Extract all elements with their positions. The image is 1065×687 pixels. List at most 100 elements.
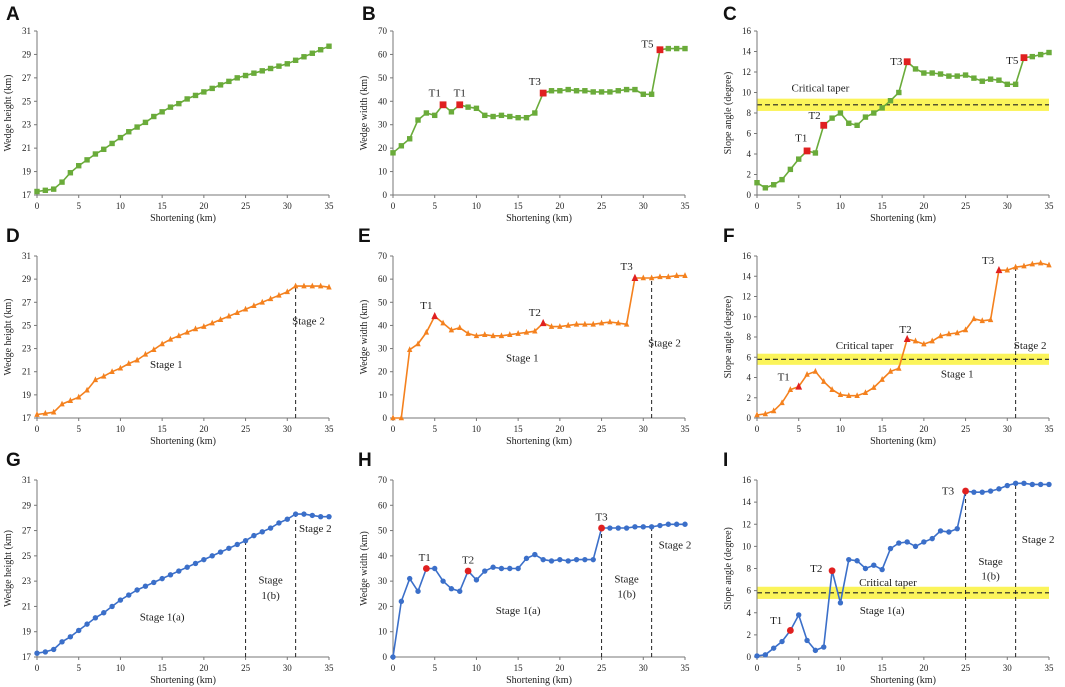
data-point [126,592,132,598]
y-tick-label: 17 [22,190,32,200]
data-point [971,75,977,81]
data-point [871,562,877,568]
data-point [490,332,496,339]
data-point [34,188,40,195]
y-tick-label: 29 [22,49,32,59]
data-point [101,372,107,379]
highlight-point [656,46,664,54]
data-point [837,391,844,398]
data-point [76,163,82,169]
x-tick-label: 35 [1045,663,1055,673]
x-tick-label: 30 [639,201,649,211]
data-point [607,525,613,531]
x-tick-label: 30 [1003,663,1013,673]
data-point [557,323,563,329]
data-point [217,82,224,88]
y-tick-label: 29 [22,274,32,284]
data-point [267,295,274,302]
x-tick-label: 5 [432,424,437,434]
y-tick-label: 6 [747,586,752,596]
data-point [151,346,157,353]
highlight-point [539,318,547,327]
x-tick-label: 15 [878,663,888,673]
data-point [632,524,638,530]
data-point [887,367,894,374]
data-point [507,565,513,572]
data-point [109,603,115,610]
annotation-text: 1(b) [261,590,280,602]
x-tick-label: 0 [391,201,396,211]
x-tick-label: 10 [836,424,846,434]
data-point [557,556,563,563]
panel-letter-d: D [6,226,20,247]
data-point [67,397,74,403]
x-tick-label: 5 [432,663,437,673]
data-point [201,556,207,563]
y-tick-label: 25 [22,320,32,330]
annotation-text: Stage [258,575,283,587]
data-point [317,47,324,53]
data-point [326,283,332,290]
data-point [1012,81,1019,87]
data-point [821,644,827,650]
annotation-text: Stage 2 [292,315,325,327]
data-point [209,319,215,326]
highlight-point [795,382,803,390]
data-point [259,68,265,74]
y-tick-label: 4 [747,149,752,159]
data-point [184,96,190,102]
x-axis-label: Shortening (km) [870,675,936,686]
data-point [548,558,555,564]
data-point [582,556,588,563]
y-tick-label: 21 [22,367,31,377]
thrust-label: T3 [942,485,955,497]
data-point [109,368,115,375]
highlight-point [903,58,911,66]
data-point [301,511,307,517]
data-point [309,512,316,519]
data-point [59,639,65,645]
data-point [126,360,132,366]
y-tick-label: 23 [22,576,32,586]
data-point [465,104,471,110]
y-tick-label: 12 [742,67,751,77]
data-point [67,634,74,640]
data-point [1012,263,1019,270]
x-tick-label: 15 [514,424,524,434]
data-point [1037,481,1044,488]
data-point [854,392,860,399]
data-point [192,325,199,332]
data-point [473,332,480,339]
thrust-label: T1 [454,88,466,100]
data-point [673,45,680,52]
data-point [937,332,944,339]
data-point [326,513,332,520]
annotation-text: Stage [614,573,639,585]
data-point [448,326,455,333]
data-point [812,647,819,654]
data-point [507,331,513,337]
data-point [117,364,124,371]
data-point [473,577,480,583]
chart-h: 0 5 10 15 20 25 30 35 0 10 20 30 40 50 60 70 Shortening … [359,475,691,686]
data-point [498,112,505,119]
data-point [548,323,555,329]
x-tick-label: 25 [597,201,607,211]
data-point [754,653,760,659]
data-point [201,89,207,95]
data-point [665,273,672,280]
data-point [176,332,182,339]
data-point [226,78,232,85]
data-point [251,302,257,309]
data-point [390,654,396,660]
y-tick-label: 27 [22,297,32,307]
data-point [84,386,90,393]
x-tick-label: 30 [1003,201,1013,211]
y-tick-label: 60 [378,274,388,284]
data-point [887,545,894,552]
y-tick-label: 40 [378,96,388,106]
x-tick-label: 20 [199,201,209,211]
series-line [756,51,1050,189]
data-point [1012,480,1019,487]
data-point [50,408,57,415]
